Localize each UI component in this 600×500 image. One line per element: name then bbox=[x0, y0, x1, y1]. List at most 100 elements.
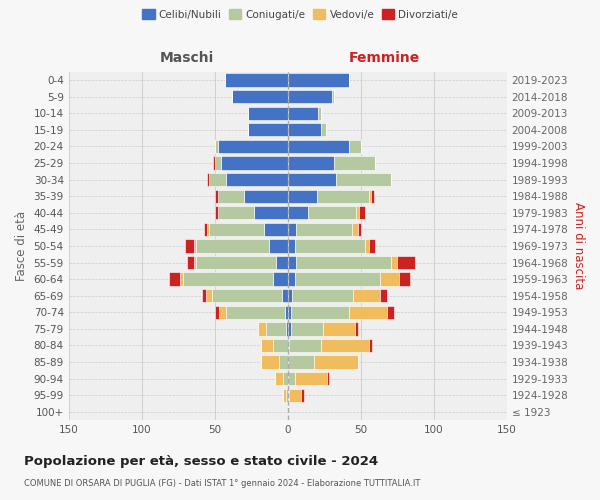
Bar bbox=[221, 156, 287, 170]
Bar bbox=[327, 372, 329, 386]
Bar bbox=[287, 190, 317, 203]
Bar bbox=[287, 322, 290, 336]
Bar bbox=[248, 123, 287, 136]
Bar bbox=[269, 240, 287, 252]
Bar bbox=[287, 156, 334, 170]
Bar bbox=[182, 272, 273, 285]
Bar bbox=[279, 356, 287, 368]
Bar bbox=[287, 372, 295, 386]
Bar bbox=[290, 306, 349, 319]
Bar bbox=[282, 289, 287, 302]
Bar bbox=[380, 289, 387, 302]
Bar bbox=[295, 372, 327, 386]
Bar bbox=[194, 256, 196, 269]
Bar bbox=[206, 289, 212, 302]
Bar bbox=[292, 289, 353, 302]
Bar bbox=[295, 240, 365, 252]
Bar bbox=[259, 322, 266, 336]
Bar bbox=[387, 306, 394, 319]
Bar bbox=[212, 289, 282, 302]
Bar bbox=[209, 173, 226, 186]
Bar bbox=[352, 222, 358, 236]
Bar bbox=[317, 190, 370, 203]
Bar bbox=[208, 173, 209, 186]
Bar bbox=[321, 339, 370, 352]
Bar bbox=[353, 289, 380, 302]
Bar bbox=[287, 106, 319, 120]
Bar bbox=[205, 222, 208, 236]
Text: Femmine: Femmine bbox=[349, 50, 419, 64]
Bar bbox=[370, 190, 371, 203]
Bar bbox=[286, 322, 287, 336]
Bar bbox=[287, 339, 289, 352]
Bar bbox=[287, 90, 331, 103]
Bar bbox=[225, 74, 287, 86]
Y-axis label: Fasce di età: Fasce di età bbox=[15, 211, 28, 281]
Bar bbox=[289, 339, 321, 352]
Bar bbox=[196, 256, 276, 269]
Bar bbox=[356, 206, 359, 220]
Bar bbox=[262, 339, 273, 352]
Bar bbox=[194, 240, 196, 252]
Bar bbox=[262, 356, 279, 368]
Bar bbox=[296, 256, 391, 269]
Bar bbox=[196, 240, 269, 252]
Bar bbox=[287, 256, 296, 269]
Bar bbox=[321, 123, 326, 136]
Bar bbox=[370, 339, 373, 352]
Bar bbox=[213, 156, 215, 170]
Bar bbox=[218, 140, 287, 153]
Bar bbox=[286, 388, 287, 402]
Bar bbox=[208, 222, 209, 236]
Bar bbox=[232, 90, 287, 103]
Bar bbox=[218, 206, 254, 220]
Text: Maschi: Maschi bbox=[160, 50, 214, 64]
Bar bbox=[179, 272, 182, 285]
Y-axis label: Anni di nascita: Anni di nascita bbox=[572, 202, 585, 290]
Bar bbox=[215, 306, 219, 319]
Bar bbox=[219, 306, 226, 319]
Bar bbox=[283, 372, 287, 386]
Bar bbox=[323, 322, 355, 336]
Bar bbox=[185, 240, 194, 252]
Bar bbox=[218, 190, 244, 203]
Bar bbox=[371, 190, 374, 203]
Bar bbox=[349, 306, 387, 319]
Bar bbox=[187, 256, 194, 269]
Bar bbox=[276, 256, 287, 269]
Bar bbox=[248, 106, 287, 120]
Bar bbox=[289, 388, 301, 402]
Bar bbox=[287, 356, 314, 368]
Bar bbox=[287, 140, 349, 153]
Bar bbox=[215, 140, 218, 153]
Bar bbox=[287, 222, 296, 236]
Bar bbox=[370, 240, 376, 252]
Bar bbox=[215, 190, 218, 203]
Bar bbox=[314, 356, 358, 368]
Bar bbox=[308, 206, 356, 220]
Legend: Celibi/Nubili, Coniugati/e, Vedovi/e, Divorziati/e: Celibi/Nubili, Coniugati/e, Vedovi/e, Di… bbox=[138, 5, 462, 24]
Bar bbox=[273, 272, 287, 285]
Bar bbox=[358, 222, 361, 236]
Text: Popolazione per età, sesso e stato civile - 2024: Popolazione per età, sesso e stato civil… bbox=[24, 455, 378, 468]
Bar bbox=[287, 240, 295, 252]
Bar bbox=[275, 372, 283, 386]
Bar bbox=[244, 190, 287, 203]
Bar bbox=[398, 272, 410, 285]
Bar bbox=[273, 339, 287, 352]
Bar bbox=[336, 173, 391, 186]
Bar bbox=[287, 388, 289, 402]
Bar bbox=[215, 206, 218, 220]
Bar bbox=[287, 173, 336, 186]
Bar bbox=[287, 123, 321, 136]
Bar bbox=[226, 173, 287, 186]
Bar bbox=[287, 306, 290, 319]
Bar bbox=[266, 322, 286, 336]
Bar bbox=[254, 206, 287, 220]
Bar bbox=[295, 272, 380, 285]
Bar bbox=[319, 106, 321, 120]
Bar bbox=[359, 206, 365, 220]
Bar bbox=[287, 272, 295, 285]
Bar bbox=[365, 240, 370, 252]
Bar bbox=[391, 256, 397, 269]
